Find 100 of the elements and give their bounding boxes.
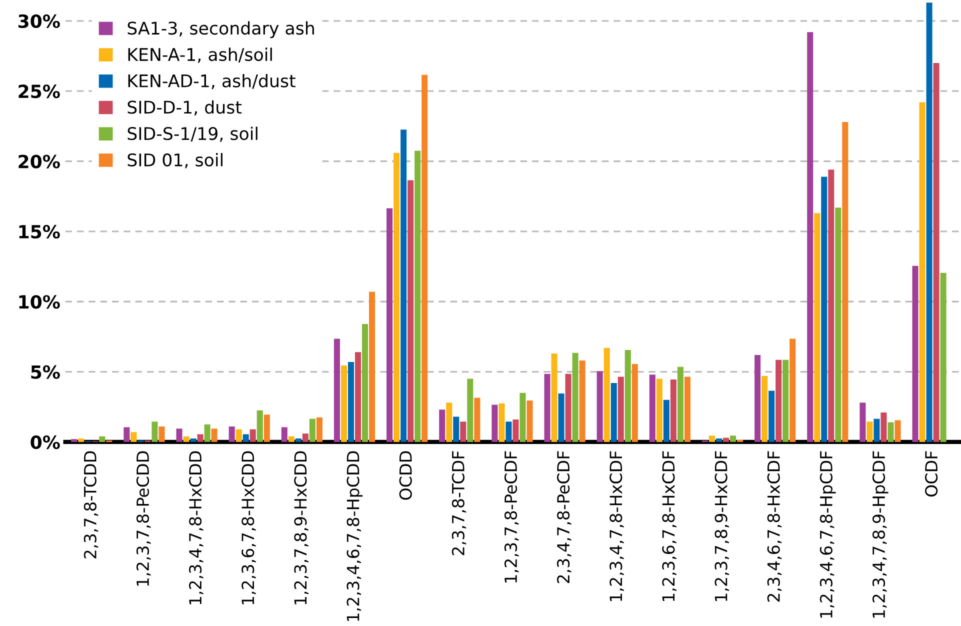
x-tick-label: 2,3,7,8-TCDF xyxy=(452,451,466,556)
bar xyxy=(670,380,676,442)
bar xyxy=(309,418,316,442)
bar xyxy=(814,213,820,442)
bar xyxy=(250,429,256,442)
bar xyxy=(894,420,901,442)
bar xyxy=(439,410,446,442)
bar xyxy=(526,400,533,442)
bar xyxy=(446,402,452,442)
bar xyxy=(130,432,137,442)
bar xyxy=(762,376,768,442)
x-tick-label: 1,2,3,4,6,7,8-HpCDF xyxy=(820,451,836,618)
bar xyxy=(506,422,512,442)
bar xyxy=(716,438,722,442)
bar xyxy=(874,418,880,442)
bar xyxy=(197,434,204,442)
bar xyxy=(498,403,505,442)
bar xyxy=(663,400,670,442)
bar xyxy=(316,417,322,442)
legend-label: KEN-A-1, ash/soil xyxy=(128,48,272,63)
bar xyxy=(124,427,130,442)
bar xyxy=(610,383,617,442)
x-tick-label: 2,3,7,8-TCDD xyxy=(84,451,98,558)
bar xyxy=(211,428,218,442)
bar xyxy=(492,404,498,442)
bar xyxy=(730,436,736,442)
bar xyxy=(302,434,308,442)
bar xyxy=(919,102,926,442)
bar xyxy=(708,436,715,442)
bar xyxy=(684,376,690,442)
bar xyxy=(828,170,834,442)
bar xyxy=(842,122,848,442)
bar xyxy=(551,354,558,442)
bar xyxy=(632,364,638,442)
bar xyxy=(354,352,362,442)
bar xyxy=(888,422,894,442)
bar xyxy=(821,176,828,442)
bar xyxy=(520,392,526,442)
bar xyxy=(256,410,263,442)
bar xyxy=(565,374,572,442)
x-tick-label: 1,2,3,4,7,8-HxCDD xyxy=(189,451,204,604)
bar xyxy=(71,439,78,442)
bar xyxy=(400,130,407,442)
legend-label: SID-D-1, dust xyxy=(128,100,242,116)
bar xyxy=(236,429,242,442)
bar xyxy=(414,150,421,442)
bar xyxy=(544,374,550,442)
bar xyxy=(158,426,165,442)
bar xyxy=(866,422,873,442)
bar xyxy=(474,398,480,442)
legend-label: KEN-AD-1, ash/dust xyxy=(128,74,296,90)
y-tick-label: 15% xyxy=(19,224,60,239)
bar xyxy=(204,424,210,442)
bar xyxy=(228,426,235,442)
bar xyxy=(78,438,84,442)
bar xyxy=(880,412,887,442)
x-tick-label: 1,2,3,7,8-PeCDF xyxy=(504,451,519,582)
bar xyxy=(912,266,918,442)
bar xyxy=(348,362,354,442)
bar xyxy=(152,422,158,442)
x-tick-label: 1,2,3,7,8-PeCDD xyxy=(136,451,151,586)
x-tick-label: 1,2,3,7,8,9-HxCDF xyxy=(714,451,730,602)
x-tick-label: 2,3,4,7,8-PeCDF xyxy=(557,451,572,584)
y-tick-label: 30% xyxy=(18,14,60,28)
bar xyxy=(176,428,182,442)
x-tick-label: 1,2,3,4,7,8-HxCDF xyxy=(610,451,624,602)
bar xyxy=(467,378,474,442)
bar xyxy=(288,436,294,442)
bar xyxy=(394,152,400,442)
bar xyxy=(572,352,578,442)
y-tick-label: 25% xyxy=(18,84,60,98)
bar xyxy=(281,427,288,442)
bar xyxy=(790,338,796,442)
bar xyxy=(386,208,393,442)
y-tick-label: 5% xyxy=(31,365,60,379)
bar xyxy=(99,436,106,442)
bar xyxy=(453,416,460,442)
legend-label: SID-S-1/19, soil xyxy=(128,126,258,142)
legend-label: SA1-3, secondary ash xyxy=(128,21,314,38)
bar xyxy=(512,420,519,442)
y-tick-label: 20% xyxy=(18,154,60,168)
bar xyxy=(933,63,940,442)
y-tick-label: 0% xyxy=(30,435,60,450)
bar xyxy=(558,394,564,442)
x-tick-label: 2,3,4,6,7,8-HxCDF xyxy=(767,451,782,602)
bar xyxy=(768,390,775,442)
bar xyxy=(656,378,662,442)
bar xyxy=(649,374,656,442)
bar xyxy=(604,348,610,442)
bar xyxy=(596,371,603,442)
bar xyxy=(190,438,196,442)
x-tick-label: 1,2,3,7,8,9-HxCDD xyxy=(294,451,308,604)
bar xyxy=(624,350,631,442)
bar xyxy=(860,402,866,442)
x-tick-label: 1,2,3,4,6,7,8-HpCDD xyxy=(346,451,363,621)
x-tick-label: OCDF xyxy=(925,451,938,497)
bar xyxy=(264,414,270,442)
bar xyxy=(183,436,190,442)
bar xyxy=(242,434,249,442)
bar xyxy=(362,324,368,442)
